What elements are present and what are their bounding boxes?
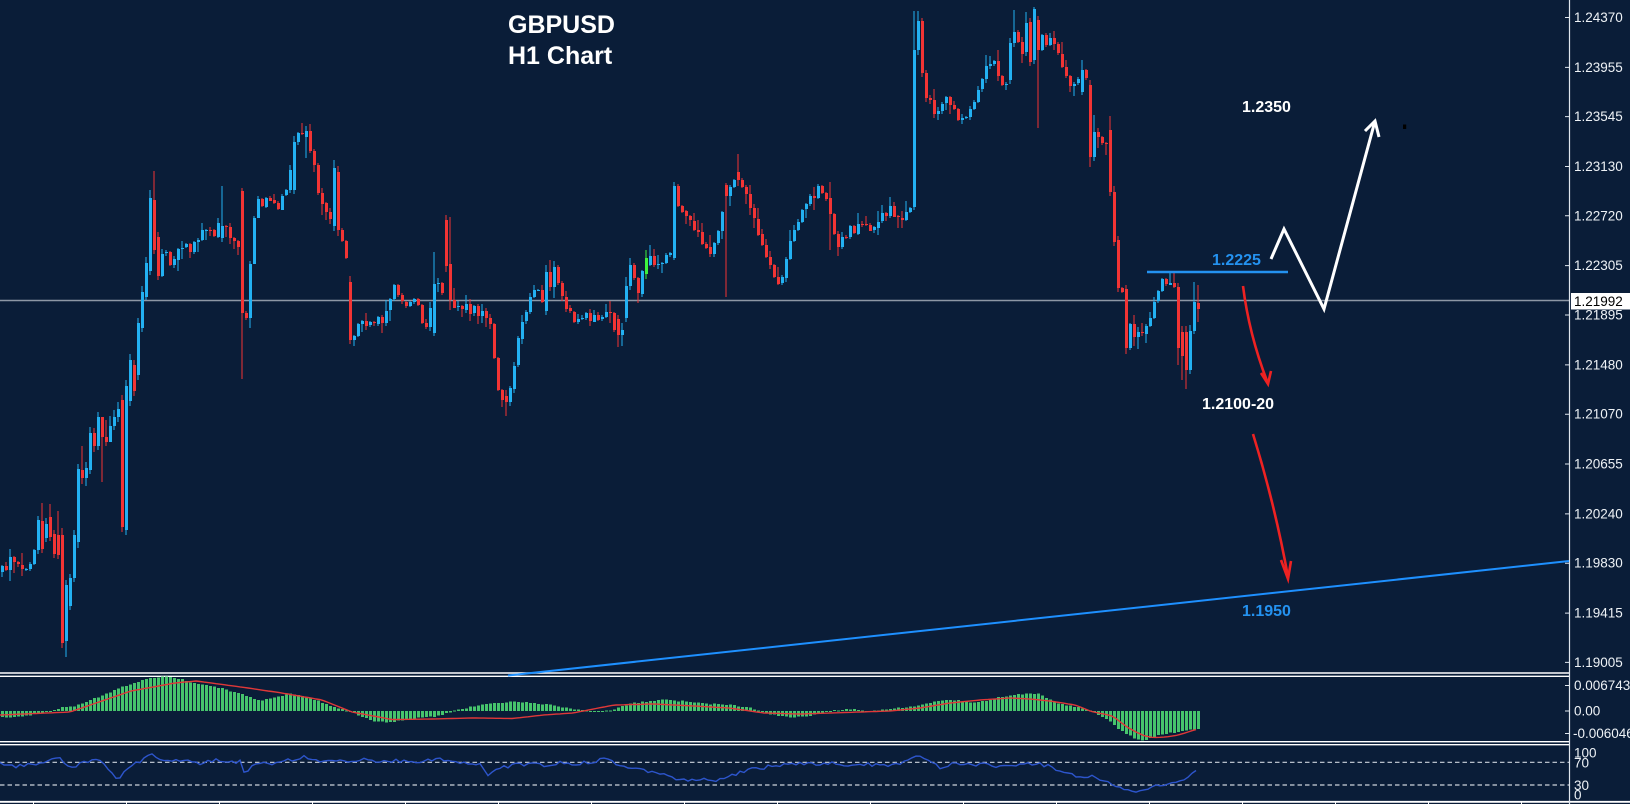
- svg-text:70: 70: [1574, 756, 1589, 771]
- svg-text:1.20655: 1.20655: [1574, 457, 1623, 472]
- svg-text:1.24370: 1.24370: [1574, 10, 1623, 25]
- svg-text:1.1950: 1.1950: [1242, 603, 1291, 620]
- svg-text:1.19830: 1.19830: [1574, 556, 1623, 571]
- svg-text:1.21895: 1.21895: [1574, 308, 1623, 323]
- svg-text:1.2225: 1.2225: [1212, 252, 1261, 269]
- svg-text:30: 30: [1574, 778, 1589, 793]
- svg-text:1.21070: 1.21070: [1574, 407, 1623, 422]
- svg-text:1.22305: 1.22305: [1574, 258, 1623, 273]
- svg-text:1.21480: 1.21480: [1574, 357, 1623, 372]
- svg-text:0.00: 0.00: [1574, 704, 1600, 719]
- svg-text:1.19415: 1.19415: [1574, 606, 1623, 621]
- svg-text:1.23955: 1.23955: [1574, 60, 1623, 75]
- svg-text:1.23130: 1.23130: [1574, 159, 1623, 174]
- svg-text:1.2100-20: 1.2100-20: [1202, 396, 1274, 413]
- svg-text:0.006743: 0.006743: [1574, 678, 1630, 693]
- svg-text:0: 0: [1574, 788, 1582, 803]
- svg-text:1.19005: 1.19005: [1574, 655, 1623, 670]
- svg-text:1.22720: 1.22720: [1574, 208, 1623, 223]
- svg-text:GBPUSD: GBPUSD: [508, 11, 615, 39]
- svg-text:1.23545: 1.23545: [1574, 109, 1623, 124]
- svg-text:H1 Chart: H1 Chart: [508, 42, 613, 70]
- svg-text:1.2350: 1.2350: [1242, 99, 1291, 116]
- svg-text:1.21992: 1.21992: [1574, 294, 1623, 309]
- svg-text:-0.006046: -0.006046: [1573, 726, 1630, 741]
- svg-text:1.20240: 1.20240: [1574, 506, 1623, 521]
- svg-text:100: 100: [1574, 746, 1597, 761]
